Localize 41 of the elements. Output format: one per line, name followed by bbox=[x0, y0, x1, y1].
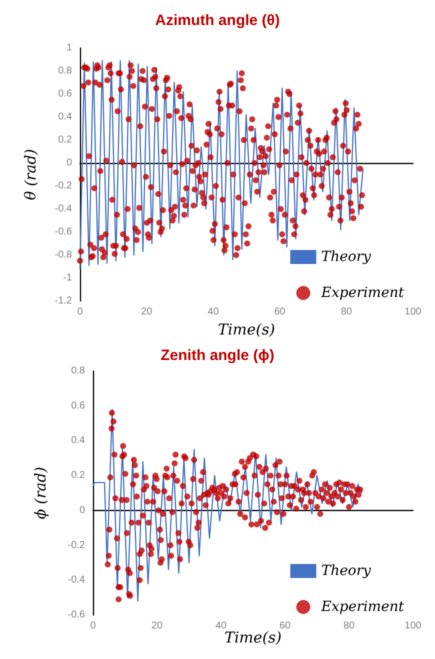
x-tick-label: 20 bbox=[141, 306, 153, 318]
x-tick-label: 60 bbox=[279, 620, 291, 632]
y-tick-label: -0.6 bbox=[68, 610, 86, 620]
y-axis-title: ϕ (rad) bbox=[32, 466, 50, 520]
legend-label: Experiment bbox=[320, 285, 404, 301]
y-tick-label: 0.2 bbox=[71, 470, 86, 482]
y-tick-label: -0.4 bbox=[54, 204, 72, 214]
chart-title: Azimuth angle (θ) bbox=[155, 12, 280, 29]
y-tick-label: 0.6 bbox=[71, 400, 86, 412]
x-tick-label: 100 bbox=[404, 306, 422, 318]
x-tick-label: 100 bbox=[404, 620, 422, 632]
x-tick-label: 20 bbox=[151, 620, 163, 632]
y-tick-label: 0.8 bbox=[58, 66, 72, 76]
y-tick-label: 0.8 bbox=[71, 366, 86, 376]
x-tick-label: 80 bbox=[340, 306, 352, 318]
y-tick-label: 0.2 bbox=[58, 134, 72, 146]
y-tick-label: 0.4 bbox=[58, 112, 72, 122]
x-tick-label: 80 bbox=[343, 620, 355, 632]
y-tick-label: -0.2 bbox=[68, 540, 86, 551]
chart-title: Zenith angle (ϕ) bbox=[160, 347, 274, 364]
x-tick-label: 40 bbox=[208, 306, 220, 318]
y-tick-label: -1.2 bbox=[54, 296, 72, 306]
x-axis-title: Time(s) bbox=[224, 628, 282, 646]
x-tick-label: 0 bbox=[90, 620, 96, 632]
y-tick-label: 1 bbox=[66, 42, 72, 54]
legend-label: Experiment bbox=[320, 599, 404, 615]
legend-label: Theory bbox=[321, 249, 372, 265]
y-tick-label: 0.4 bbox=[71, 435, 86, 446]
y-tick-label: -0.6 bbox=[54, 226, 72, 238]
y-tick-label: 0 bbox=[66, 158, 72, 168]
y-tick-label: 0.6 bbox=[58, 88, 72, 100]
y-tick-label: -0.4 bbox=[68, 574, 86, 586]
x-tick-label: 60 bbox=[274, 306, 286, 318]
y-tick-label: -0.2 bbox=[54, 180, 72, 192]
y-tick-label: -1 bbox=[63, 272, 72, 284]
y-tick-label: 0 bbox=[79, 504, 86, 516]
x-axis-title: Time(s) bbox=[218, 320, 276, 338]
y-axis-title: θ (rad) bbox=[22, 148, 40, 200]
y-tick-label: -0.8 bbox=[54, 250, 72, 260]
x-tick-label: 40 bbox=[215, 620, 227, 632]
legend-label: Theory bbox=[321, 563, 372, 579]
